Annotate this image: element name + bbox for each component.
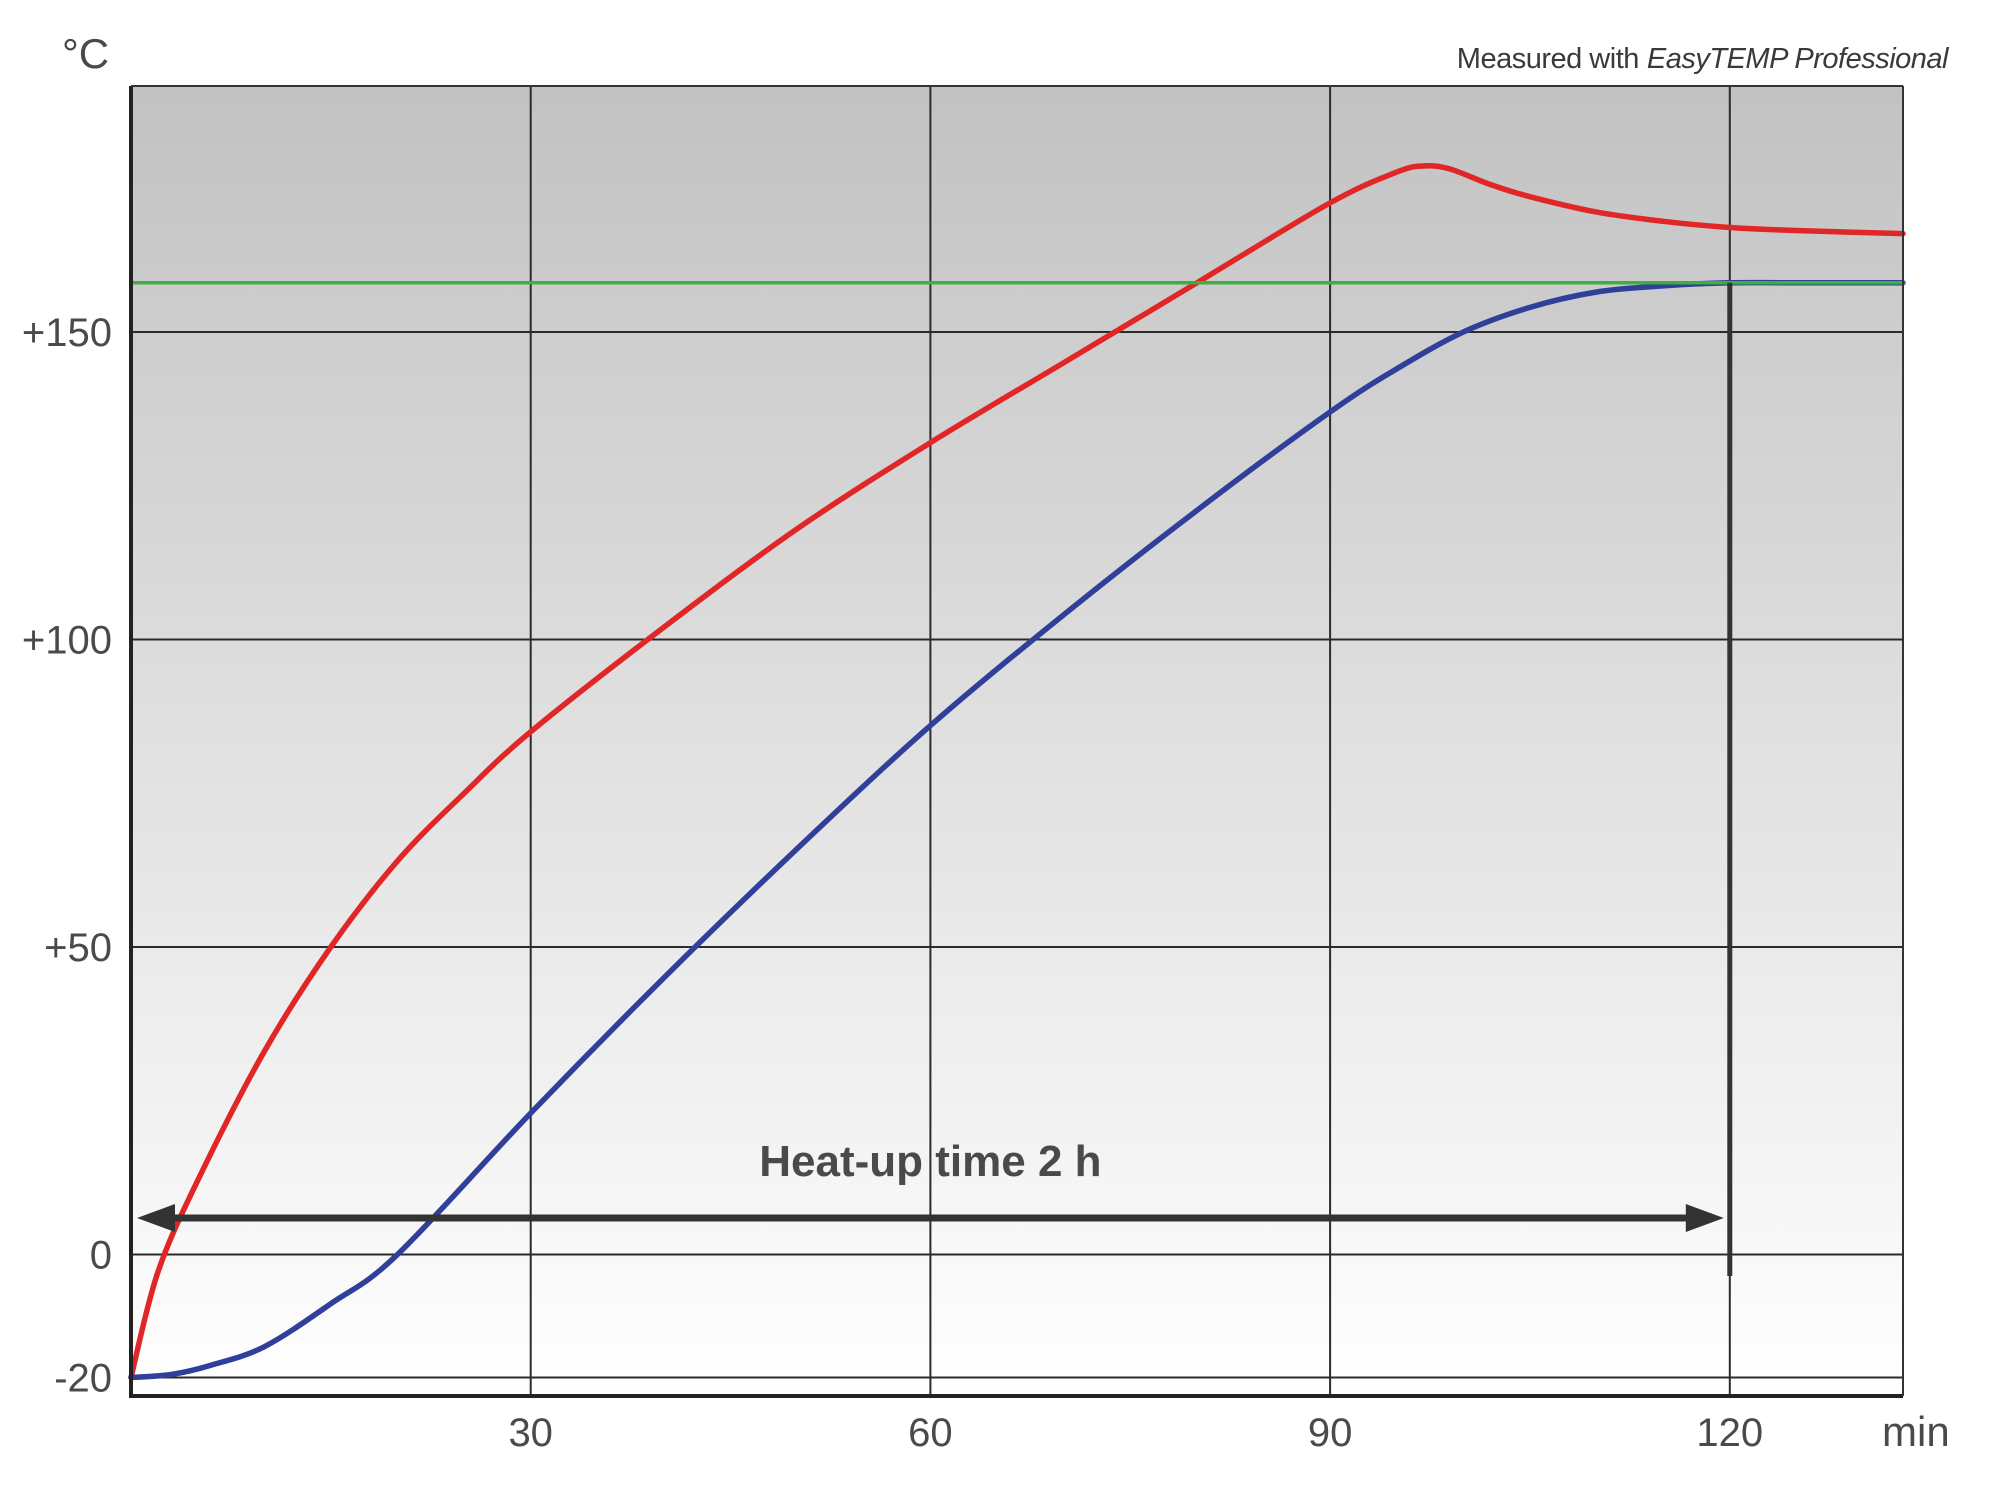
red-series-line: [128, 163, 1906, 1381]
x-tick-label: 60: [908, 1411, 953, 1455]
x-axis-unit: min: [1882, 1408, 1950, 1455]
y-axis-unit: °C: [62, 30, 109, 77]
credit-product: EasyTEMP Professional: [1647, 43, 1950, 75]
tick-labels: 30 60 90 120 -20 0 +50 +100 +150: [22, 311, 1763, 1455]
plot-frame: [129, 85, 1904, 1398]
y-tick-label: +100: [22, 619, 112, 663]
x-tick-label: 30: [508, 1411, 553, 1455]
y-tick-label: -20: [54, 1357, 112, 1401]
annotation-arrow-head-left: [137, 1204, 175, 1232]
x-tick-label: 120: [1696, 1411, 1763, 1455]
y-tick-label: 0: [90, 1234, 112, 1278]
blue-series-line: [128, 279, 1906, 1381]
credit-prefix: Measured with: [1457, 43, 1639, 75]
annotation-group: Heat-up time 2 h: [137, 282, 1733, 1276]
x-tick-label: 90: [1308, 1411, 1353, 1455]
annotation-arrow-head-right: [1685, 1204, 1724, 1232]
annotation-label: Heat-up time 2 h: [759, 1137, 1101, 1186]
y-tick-label: +50: [44, 926, 112, 970]
credit-label: Measured with EasyTEMP Professional: [1457, 43, 1950, 75]
y-tick-label: +150: [22, 311, 112, 355]
plot-background: [131, 86, 1903, 1396]
